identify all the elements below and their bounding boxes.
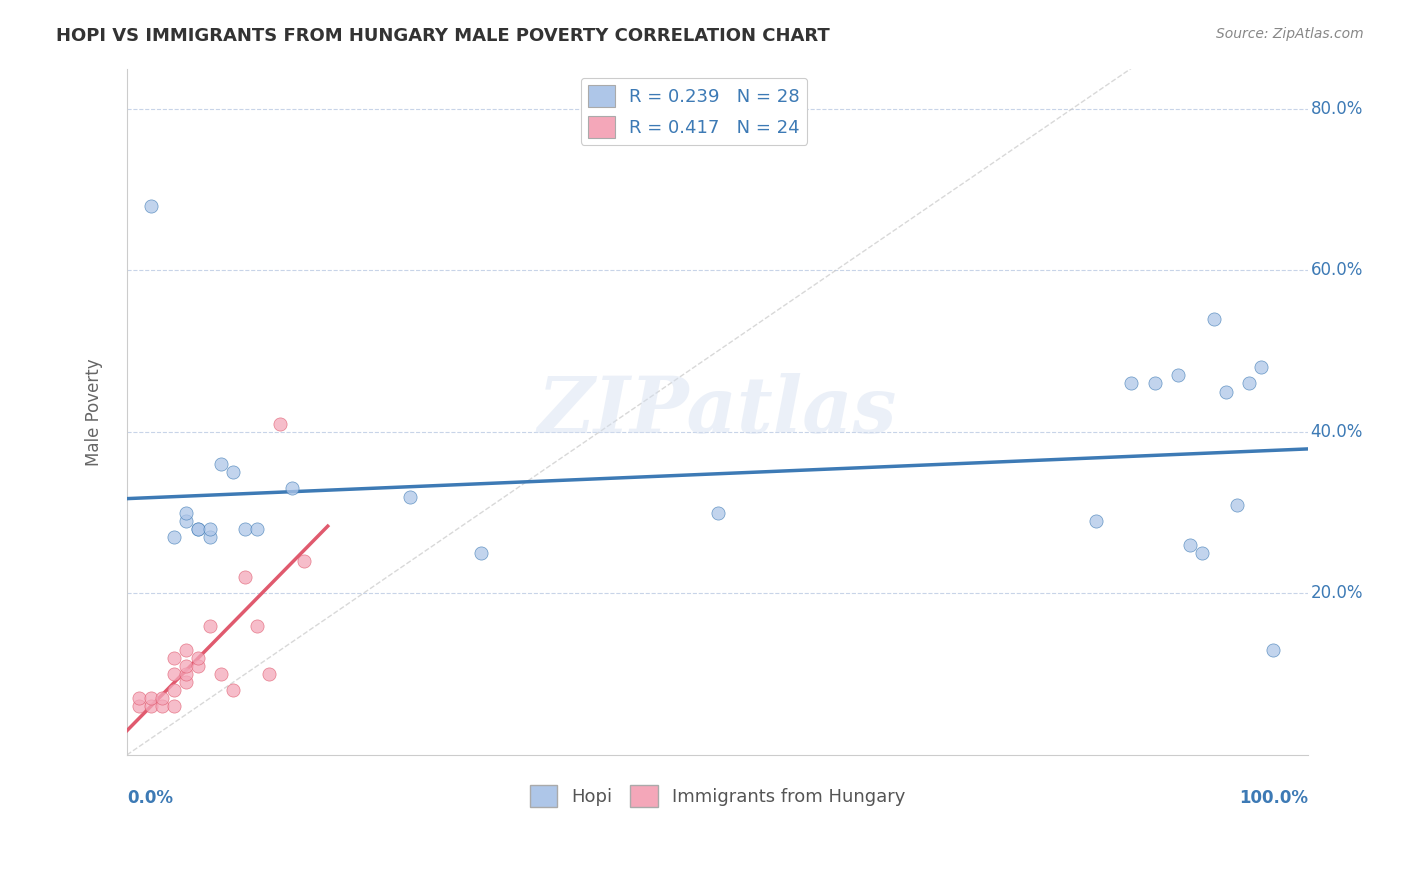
Point	[470, 546, 492, 560]
Point	[139, 691, 162, 706]
Text: 0.0%: 0.0%	[127, 789, 173, 807]
Point	[163, 667, 186, 681]
Point	[1084, 514, 1107, 528]
Point	[209, 667, 232, 681]
Point	[150, 691, 173, 706]
Point	[1202, 311, 1225, 326]
Point	[174, 659, 197, 673]
Point	[209, 457, 232, 471]
Legend: Hopi, Immigrants from Hungary: Hopi, Immigrants from Hungary	[523, 778, 912, 814]
Point	[257, 667, 280, 681]
Point	[222, 465, 245, 479]
Point	[1226, 498, 1249, 512]
Point	[163, 699, 186, 714]
Point	[163, 651, 186, 665]
Y-axis label: Male Poverty: Male Poverty	[86, 358, 103, 466]
Point	[1178, 538, 1201, 552]
Point	[1191, 546, 1213, 560]
Point	[246, 618, 269, 632]
Text: Source: ZipAtlas.com: Source: ZipAtlas.com	[1216, 27, 1364, 41]
Point	[1143, 376, 1166, 391]
Text: 20.0%: 20.0%	[1310, 584, 1362, 602]
Point	[198, 522, 221, 536]
Point	[187, 651, 209, 665]
Point	[187, 659, 209, 673]
Point	[174, 506, 197, 520]
Point	[1167, 368, 1189, 383]
Text: ZIPatlas: ZIPatlas	[538, 374, 897, 450]
Point	[281, 482, 304, 496]
Point	[187, 522, 209, 536]
Point	[222, 683, 245, 698]
Point	[163, 683, 186, 698]
Point	[150, 699, 173, 714]
Point	[174, 675, 197, 690]
Point	[198, 530, 221, 544]
Point	[139, 699, 162, 714]
Point	[246, 522, 269, 536]
Point	[1119, 376, 1142, 391]
Text: 100.0%: 100.0%	[1239, 789, 1308, 807]
Text: 60.0%: 60.0%	[1310, 261, 1362, 279]
Point	[292, 554, 315, 568]
Point	[139, 199, 162, 213]
Point	[1237, 376, 1260, 391]
Point	[128, 691, 150, 706]
Point	[399, 490, 422, 504]
Point	[269, 417, 291, 431]
Point	[163, 530, 186, 544]
Point	[174, 667, 197, 681]
Point	[174, 514, 197, 528]
Point	[233, 522, 256, 536]
Text: 80.0%: 80.0%	[1310, 100, 1362, 118]
Text: 40.0%: 40.0%	[1310, 423, 1362, 441]
Point	[1215, 384, 1237, 399]
Point	[1250, 360, 1272, 375]
Point	[198, 618, 221, 632]
Point	[1261, 643, 1284, 657]
Point	[187, 522, 209, 536]
Point	[706, 506, 728, 520]
Text: HOPI VS IMMIGRANTS FROM HUNGARY MALE POVERTY CORRELATION CHART: HOPI VS IMMIGRANTS FROM HUNGARY MALE POV…	[56, 27, 830, 45]
Point	[174, 643, 197, 657]
Point	[128, 699, 150, 714]
Point	[233, 570, 256, 584]
